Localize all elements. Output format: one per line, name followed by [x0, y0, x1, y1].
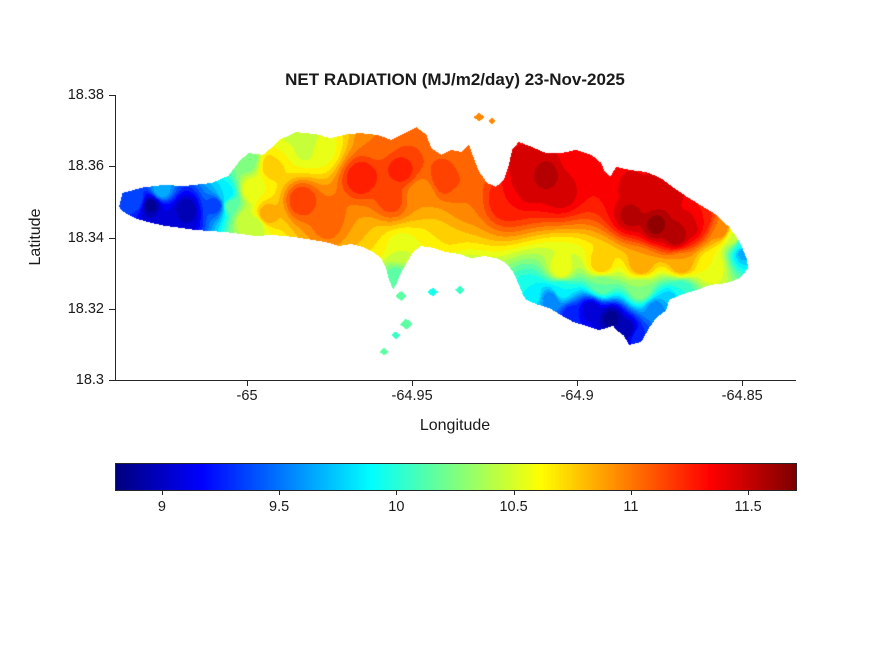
colorbar-gradient-canvas	[116, 464, 796, 490]
colorbar	[115, 463, 797, 491]
colorbar-tick-mark	[513, 490, 515, 495]
plot-area	[115, 95, 796, 381]
y-tick-label: 18.34	[67, 229, 104, 246]
colorbar-tick-mark	[161, 490, 163, 495]
colorbar-tick-mark	[748, 490, 750, 495]
y-tick-mark	[109, 237, 115, 239]
x-tick-label: -65	[236, 388, 258, 404]
colorbar-tick-label: 9.5	[269, 499, 290, 515]
colorbar-tick-mark	[630, 490, 632, 495]
colorbar-tick-label: 11	[623, 499, 639, 515]
y-tick-label: 18.3	[75, 372, 104, 388]
y-tick-label: 18.36	[67, 158, 104, 175]
y-tick-mark	[109, 166, 115, 168]
y-tick-mark	[109, 308, 115, 310]
contour-map-canvas	[116, 95, 796, 380]
y-tick-label: 18.38	[67, 87, 104, 103]
x-tick-mark	[742, 381, 744, 386]
x-tick-label: -64.95	[391, 388, 433, 404]
colorbar-tick-label: 10	[388, 499, 405, 515]
y-tick-label: 18.32	[67, 300, 104, 317]
chart-title: NET RADIATION (MJ/m2/day) 23-Nov-2025	[285, 70, 625, 89]
x-tick-mark	[412, 381, 414, 386]
x-tick-mark	[247, 381, 249, 386]
colorbar-tick-label: 10.5	[499, 499, 528, 515]
y-tick-mark	[109, 95, 115, 96]
colorbar-tick-label: 9	[157, 499, 166, 515]
x-axis-label: Longitude	[419, 417, 491, 434]
x-tick-mark	[577, 381, 579, 386]
x-tick-label: -64.85	[721, 388, 763, 404]
colorbar-tick-mark	[279, 490, 281, 495]
colorbar-tick-label: 11.5	[734, 499, 762, 515]
x-tick-label: -64.9	[560, 388, 594, 404]
colorbar-tick-mark	[396, 490, 398, 495]
y-tick-mark	[109, 380, 115, 381]
